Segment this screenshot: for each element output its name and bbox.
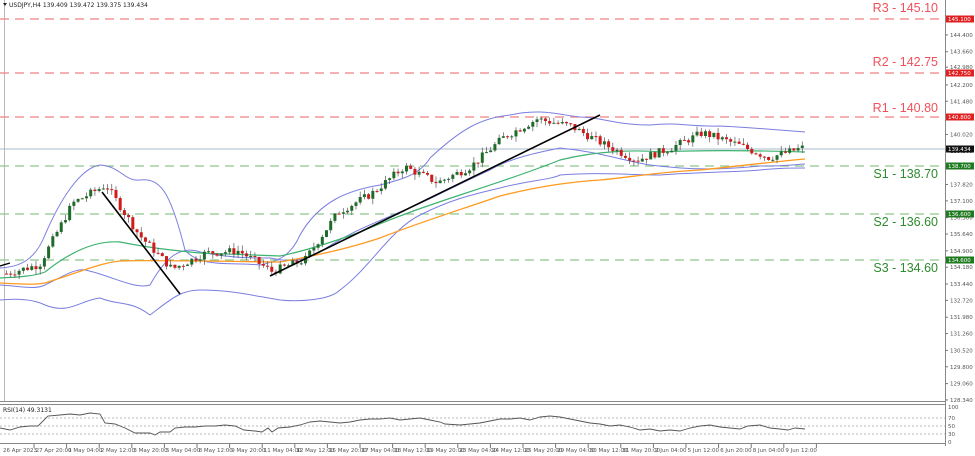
r2-label: R2 - 142.75 — [873, 55, 938, 69]
svg-text:100: 100 — [948, 405, 959, 411]
price-tick: 130.520 — [950, 348, 973, 354]
price-tick: 142.200 — [950, 83, 973, 89]
uptrend-line[interactable] — [269, 114, 601, 277]
price-axis: 144.400 143.660 142.980 142.200 141.480 140.0… — [945, 33, 973, 404]
time-tick: 2 Jun 04:00 — [655, 448, 687, 454]
svg-text:70: 70 — [948, 416, 955, 422]
price-tick: 135.640 — [950, 232, 973, 238]
time-tick: 18 May 12:00 — [394, 448, 432, 454]
svg-text:140.800: 140.800 — [948, 115, 971, 121]
price-tick: 143.660 — [950, 50, 973, 56]
ma-slow-line — [0, 158, 806, 285]
price-tick: 134.180 — [950, 265, 973, 271]
time-tick: 31 May 20:00 — [622, 448, 660, 454]
time-tick: 17 May 04:00 — [362, 448, 400, 454]
dropdown-arrow-icon[interactable] — [3, 3, 7, 6]
svg-text:138.700: 138.700 — [948, 164, 971, 170]
price-tick: 144.400 — [950, 33, 973, 39]
time-tick: 23 May 04:00 — [459, 448, 497, 454]
price-tick: 137.820 — [950, 182, 973, 188]
time-tick: 24 May 12:00 — [492, 448, 530, 454]
s2-label: S2 - 136.60 — [873, 215, 938, 229]
time-tick: 1 May 04:00 — [68, 448, 103, 454]
s1-label: S1 - 138.70 — [873, 167, 938, 181]
time-tick: 2 May 12:00 — [101, 448, 136, 454]
price-tick: 134.900 — [950, 249, 973, 255]
svg-text:136.600: 136.600 — [948, 212, 971, 218]
time-tick: 8 Jun 04:00 — [753, 448, 785, 454]
time-tick: 9 Jun 12:00 — [785, 448, 817, 454]
rsi-pane: RSI(14) 49.3131 100 70 50 30 0 — [0, 405, 959, 446]
level-labels: R3 - 145.10 R2 - 142.75 R1 - 140.80 S1 -… — [873, 1, 938, 275]
time-tick: 11 May 04:00 — [264, 448, 302, 454]
rsi-line — [0, 412, 806, 436]
current-price-tag: 139.434 — [948, 147, 971, 153]
time-tick: 19 May 20:00 — [427, 448, 465, 454]
r1-label: R1 - 140.80 — [873, 101, 938, 115]
price-tick: 128.340 — [950, 398, 973, 404]
price-tick: 137.100 — [950, 199, 973, 205]
price-tick: 132.720 — [950, 298, 973, 304]
svg-text:30: 30 — [948, 432, 955, 438]
symbol-ohlc: USDJPY,H4 139.409 139.472 139.375 139.43… — [9, 2, 148, 9]
price-tick: 140.020 — [950, 132, 973, 138]
price-tick: 131.260 — [950, 332, 973, 338]
price-tick: 136.360 — [950, 216, 973, 222]
chart-header: USDJPY,H4 139.409 139.472 139.375 139.43… — [3, 2, 148, 9]
svg-text:142.750: 142.750 — [948, 71, 971, 77]
time-tick: 8 May 12:00 — [199, 448, 234, 454]
price-tick: 141.480 — [950, 99, 973, 105]
time-tick: 9 May 20:00 — [231, 448, 266, 454]
time-tick: 5 Jun 12:00 — [688, 448, 720, 454]
time-tick: 27 Apr 20:00 — [36, 448, 72, 454]
r3-label: R3 - 145.10 — [873, 1, 938, 15]
stub-line — [0, 262, 11, 267]
price-tick: 131.980 — [950, 315, 973, 321]
time-tick: 6 Jun 20:00 — [720, 448, 752, 454]
time-tick: 30 May 12:00 — [590, 448, 628, 454]
svg-text:0: 0 — [948, 440, 952, 446]
time-tick: 3 May 20:00 — [133, 448, 168, 454]
price-tick: 129.060 — [950, 382, 973, 388]
time-tick: 25 May 20:00 — [525, 448, 563, 454]
level-tags: 145.100 142.750 140.800 139.434 138.700 … — [946, 15, 974, 264]
s3-label: S3 - 134.60 — [873, 261, 938, 275]
time-tick: 12 May 12:00 — [296, 448, 334, 454]
time-tick: 26 Apr 2023 — [3, 448, 38, 454]
svg-text:134.600: 134.600 — [948, 258, 971, 264]
price-tick: 133.440 — [950, 282, 973, 288]
price-tick: 129.800 — [950, 365, 973, 371]
downtrend-line[interactable] — [101, 191, 181, 295]
time-tick: 5 May 04:00 — [166, 448, 201, 454]
svg-text:50: 50 — [948, 424, 955, 430]
time-tick: 15 May 20:00 — [329, 448, 367, 454]
price-tick: 142.980 — [950, 65, 973, 71]
svg-text:145.100: 145.100 — [948, 17, 971, 23]
time-tick: 29 May 04:00 — [557, 448, 595, 454]
rsi-label: RSI(14) 49.3131 — [3, 407, 52, 414]
